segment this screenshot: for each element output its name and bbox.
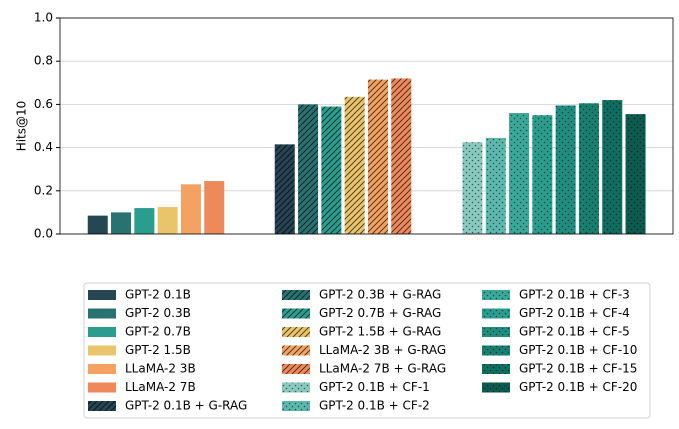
bar bbox=[532, 115, 553, 234]
legend-swatch bbox=[282, 345, 310, 356]
legend-swatch bbox=[88, 382, 116, 393]
legend-swatch bbox=[88, 290, 116, 300]
bar bbox=[462, 142, 483, 234]
legend-label: GPT-2 0.3B + G-RAG bbox=[319, 288, 441, 302]
legend-label: LLaMA-2 3B + G-RAG bbox=[319, 343, 446, 357]
legend-label: LLaMA-2 7B + G-RAG bbox=[319, 362, 446, 376]
legend-swatch bbox=[282, 382, 310, 393]
legend-swatch bbox=[88, 308, 116, 319]
legend-label: GPT-2 0.7B + G-RAG bbox=[319, 306, 441, 320]
bar bbox=[87, 215, 108, 234]
legend-label: GPT-2 0.1B + CF-2 bbox=[319, 399, 430, 413]
legend-label: GPT-2 0.1B + CF-1 bbox=[319, 380, 430, 394]
y-tick-label: 0.0 bbox=[34, 227, 53, 241]
bar bbox=[344, 96, 365, 234]
bar bbox=[485, 137, 506, 234]
legend-label: GPT-2 0.1B + CF-5 bbox=[519, 325, 630, 339]
bar bbox=[625, 114, 646, 234]
legend-label: GPT-2 0.3B bbox=[125, 306, 191, 320]
y-axis-label: Hits@10 bbox=[15, 101, 29, 152]
legend-swatch bbox=[482, 308, 510, 319]
legend-swatch bbox=[482, 290, 510, 300]
legend-label: LLaMA-2 7B bbox=[125, 380, 196, 394]
legend-label: GPT-2 0.1B + CF-15 bbox=[519, 362, 637, 376]
y-tick-label: 0.4 bbox=[34, 140, 53, 154]
bar bbox=[298, 104, 319, 235]
y-tick-label: 0.2 bbox=[34, 183, 53, 197]
bar bbox=[367, 79, 388, 234]
legend-label: GPT-2 1.5B bbox=[125, 343, 191, 357]
bar bbox=[555, 105, 576, 234]
y-tick-label: 1.0 bbox=[34, 11, 53, 25]
legend-swatch bbox=[282, 290, 310, 300]
legend-label: GPT-2 0.1B + CF-4 bbox=[519, 306, 630, 320]
legend-swatch bbox=[482, 345, 510, 356]
bar bbox=[509, 113, 530, 234]
bar bbox=[111, 212, 132, 234]
legend-swatch bbox=[88, 401, 116, 411]
legend-swatch bbox=[482, 327, 510, 337]
legend-label: GPT-2 0.1B + CF-3 bbox=[519, 288, 630, 302]
y-tick-label: 0.6 bbox=[34, 97, 53, 111]
legend-swatch bbox=[482, 364, 510, 374]
bar bbox=[321, 106, 342, 234]
legend-swatch bbox=[282, 401, 310, 411]
legend-label: GPT-2 0.1B + CF-20 bbox=[519, 380, 637, 394]
legend-label: GPT-2 1.5B + G-RAG bbox=[319, 325, 441, 339]
legend-label: GPT-2 0.1B + CF-10 bbox=[519, 343, 637, 357]
legend-label: LLaMA-2 3B bbox=[125, 362, 196, 376]
legend-swatch bbox=[88, 364, 116, 374]
legend-swatch bbox=[482, 382, 510, 393]
legend-swatch bbox=[88, 327, 116, 337]
bar bbox=[180, 184, 201, 234]
legend-label: GPT-2 0.1B + G-RAG bbox=[125, 399, 247, 413]
bar bbox=[274, 144, 295, 234]
legend-label: GPT-2 0.1B bbox=[125, 288, 191, 302]
y-tick-label: 0.8 bbox=[34, 54, 53, 68]
legend-swatch bbox=[282, 308, 310, 319]
bar bbox=[134, 208, 155, 234]
legend-label: GPT-2 0.7B bbox=[125, 325, 191, 339]
legend-swatch bbox=[282, 327, 310, 337]
legend-swatch bbox=[282, 364, 310, 374]
bar bbox=[204, 181, 225, 234]
bar bbox=[578, 103, 599, 234]
bar bbox=[157, 207, 178, 234]
bar bbox=[602, 100, 623, 234]
plot-frame bbox=[59, 17, 674, 235]
legend-swatch bbox=[88, 345, 116, 356]
bar bbox=[391, 78, 412, 234]
